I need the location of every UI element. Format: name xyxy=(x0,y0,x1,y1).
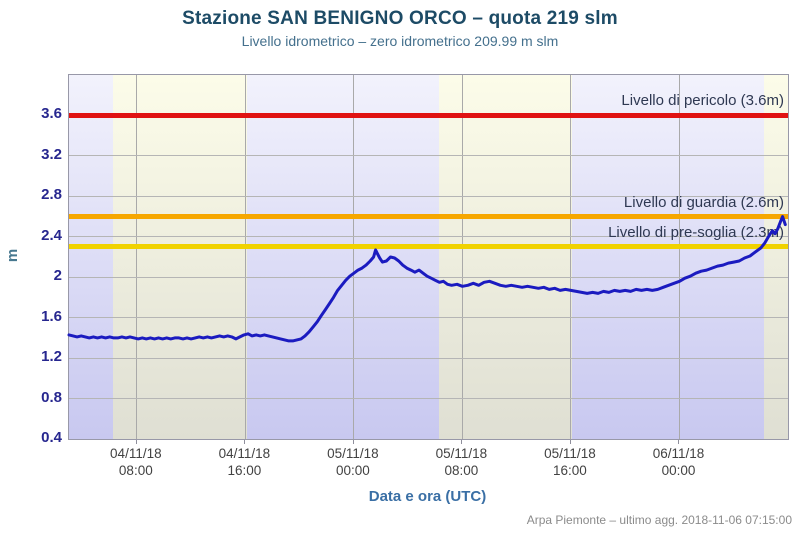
x-tickmark xyxy=(352,440,354,444)
x-gridline xyxy=(353,75,355,439)
x-tick-label: 04/11/18 08:00 xyxy=(88,445,184,479)
y-tick-label: 0.4 xyxy=(41,429,62,446)
x-tick-date: 04/11/18 xyxy=(218,446,271,461)
y-gridline xyxy=(69,357,788,359)
level-series-svg xyxy=(67,215,787,343)
x-tick-date: 05/11/18 xyxy=(544,446,596,461)
x-tickmark xyxy=(678,440,680,444)
chart-subtitle: Livello idrometrico – zero idrometrico 2… xyxy=(241,33,559,49)
x-tick-time: 08:00 xyxy=(444,463,479,478)
y-tick-label: 3.2 xyxy=(41,145,62,163)
night-band xyxy=(69,75,114,439)
y-axis-title: m xyxy=(4,248,22,263)
x-gridline xyxy=(678,75,680,439)
x-tickmark xyxy=(569,440,571,444)
footer-credit: Arpa Piemonte – ultimo agg. 2018-11-06 0… xyxy=(526,513,792,527)
x-tick-date: 06/11/18 xyxy=(652,446,705,461)
y-tick-label: 2 xyxy=(53,267,62,285)
threshold-label: Livello di pre-soglia (2.3m) xyxy=(608,223,784,241)
x-gridline xyxy=(461,75,463,439)
x-gridline xyxy=(244,75,246,439)
x-tickmark xyxy=(244,440,246,444)
threshold-label: Livello di pericolo (3.6m) xyxy=(621,92,784,110)
x-tick-time: 16:00 xyxy=(553,463,587,478)
y-tick-label: 2.8 xyxy=(41,186,62,204)
x-tick-date: 04/11/18 xyxy=(110,446,162,461)
threshold-line xyxy=(69,112,788,118)
x-gridline xyxy=(570,75,572,439)
y-gridline xyxy=(69,317,788,319)
y-gridline xyxy=(69,236,788,238)
plot-area: Livello di pericolo (3.6m) Livello di gua… xyxy=(67,74,789,440)
x-tick-time: 08:00 xyxy=(118,463,153,478)
x-tickmark xyxy=(461,440,463,444)
night-band xyxy=(572,75,765,439)
day-band xyxy=(113,75,247,439)
level-series-line xyxy=(67,215,787,343)
x-tick-label: 04/11/18 16:00 xyxy=(196,445,292,479)
x-gridline xyxy=(136,75,138,439)
day-band xyxy=(764,75,788,439)
x-tick-time: 00:00 xyxy=(335,463,370,478)
chart-title: Stazione SAN BENIGNO ORCO – quota 219 sl… xyxy=(182,8,618,29)
x-tick-date: 05/11/18 xyxy=(327,446,379,461)
day-band xyxy=(438,75,573,439)
x-tick-time: 16:00 xyxy=(227,463,262,478)
x-tick-time: 00:00 xyxy=(661,463,696,478)
x-tick-label: 06/11/18 00:00 xyxy=(630,445,726,479)
y-gridline xyxy=(69,195,788,197)
y-tick-label: 2.4 xyxy=(41,226,62,244)
threshold-line xyxy=(69,244,788,250)
y-tick-label: 1.2 xyxy=(41,348,62,366)
threshold-line xyxy=(69,214,788,220)
x-tick-label: 05/11/18 16:00 xyxy=(522,445,618,479)
y-gridline xyxy=(69,155,788,157)
y-gridline xyxy=(69,398,788,400)
x-tick-date: 05/11/18 xyxy=(435,446,488,461)
x-tick-label: 05/11/18 08:00 xyxy=(413,445,509,479)
x-axis-title: Data e ora (UTC) xyxy=(368,488,487,505)
y-tick-label: 3.6 xyxy=(41,105,62,123)
night-band xyxy=(246,75,439,439)
x-tick-label: 05/11/18 00:00 xyxy=(305,445,401,479)
threshold-label: Livello di guardia (2.6m) xyxy=(623,193,784,211)
y-tick-label: 1.6 xyxy=(41,307,62,325)
x-tickmark xyxy=(135,440,137,444)
y-tick-label: 0.8 xyxy=(41,388,62,406)
